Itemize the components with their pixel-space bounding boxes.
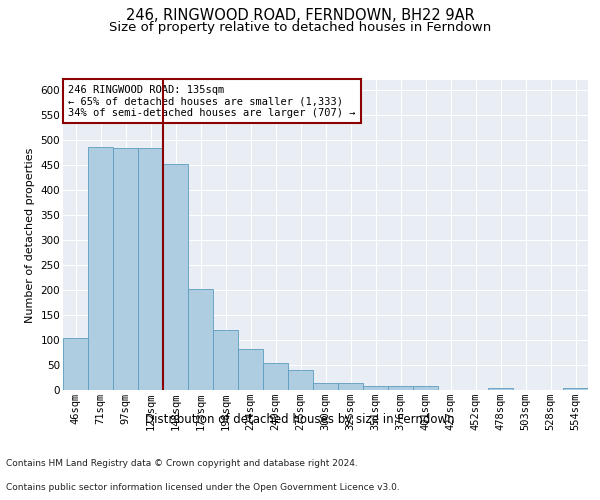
Text: Size of property relative to detached houses in Ferndown: Size of property relative to detached ho… bbox=[109, 21, 491, 34]
Bar bbox=[388, 386, 413, 390]
Bar bbox=[413, 386, 438, 390]
Y-axis label: Number of detached properties: Number of detached properties bbox=[25, 148, 35, 322]
Bar bbox=[138, 148, 163, 390]
Text: 246, RINGWOOD ROAD, FERNDOWN, BH22 9AR: 246, RINGWOOD ROAD, FERNDOWN, BH22 9AR bbox=[125, 8, 475, 22]
Bar bbox=[163, 164, 188, 390]
Bar bbox=[288, 370, 313, 390]
Bar bbox=[88, 146, 113, 390]
Bar bbox=[213, 330, 238, 390]
Bar bbox=[188, 289, 213, 390]
Bar bbox=[63, 338, 88, 390]
Text: Distribution of detached houses by size in Ferndown: Distribution of detached houses by size … bbox=[145, 412, 455, 426]
Text: Contains public sector information licensed under the Open Government Licence v3: Contains public sector information licen… bbox=[6, 484, 400, 492]
Bar bbox=[363, 386, 388, 390]
Bar bbox=[563, 388, 588, 390]
Text: 246 RINGWOOD ROAD: 135sqm
← 65% of detached houses are smaller (1,333)
34% of se: 246 RINGWOOD ROAD: 135sqm ← 65% of detac… bbox=[68, 84, 356, 118]
Bar bbox=[488, 388, 513, 390]
Bar bbox=[113, 148, 138, 390]
Bar bbox=[338, 382, 363, 390]
Bar bbox=[238, 348, 263, 390]
Bar bbox=[313, 382, 338, 390]
Text: Contains HM Land Registry data © Crown copyright and database right 2024.: Contains HM Land Registry data © Crown c… bbox=[6, 458, 358, 468]
Bar bbox=[263, 362, 288, 390]
